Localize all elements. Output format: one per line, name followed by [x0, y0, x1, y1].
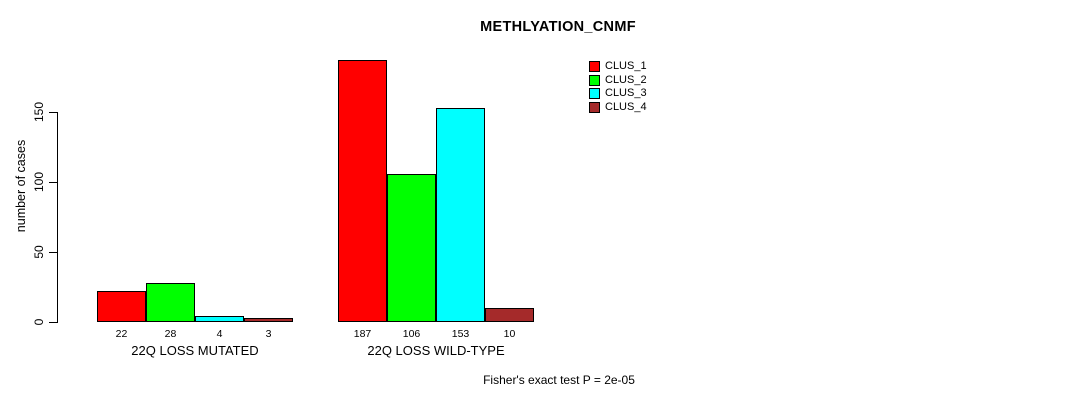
bar-value-label: 22	[115, 328, 128, 340]
bar-value-label: 28	[164, 328, 177, 340]
y-tick-label: 0	[32, 318, 46, 326]
bar-clus_3	[195, 316, 244, 322]
legend-swatch-clus_3	[589, 88, 600, 99]
y-tick-label: 150	[32, 101, 46, 123]
y-axis-title: number of cases	[14, 139, 28, 233]
bar-clus_1	[338, 60, 387, 322]
bar-value-label: 106	[402, 328, 421, 340]
legend-label: CLUS_1	[605, 60, 647, 72]
annotation-text: Fisher's exact test P = 2e-05	[483, 373, 635, 387]
legend-swatch-clus_2	[589, 74, 600, 86]
bar-value-label: 153	[451, 328, 470, 340]
bar-value-label: 3	[265, 328, 272, 340]
legend-label: CLUS_2	[605, 73, 647, 86]
bar-clus_2	[146, 283, 195, 322]
x-category-label: 22Q LOSS MUTATED	[131, 343, 259, 358]
y-axis-line	[57, 112, 58, 323]
bar-clus_1	[97, 291, 146, 322]
bar-value-label: 4	[216, 328, 223, 340]
bar-clus_2	[387, 174, 436, 322]
legend-swatch-clus_1	[589, 61, 600, 72]
bar-clus_4	[244, 318, 293, 322]
chart-title: METHLYATION_CNMF	[480, 19, 636, 35]
legend-swatch-clus_4	[589, 101, 600, 113]
y-tick-label: 50	[32, 245, 46, 259]
y-axis-tick	[49, 322, 57, 323]
bar-value-label: 10	[503, 328, 516, 340]
bar-clus_3	[436, 108, 485, 322]
y-axis-tick	[49, 252, 57, 253]
bar-value-label: 187	[353, 328, 372, 340]
y-axis-tick	[49, 112, 57, 113]
legend-label: CLUS_4	[605, 100, 647, 113]
x-category-label: 22Q LOSS WILD-TYPE	[367, 343, 505, 358]
y-axis-tick	[49, 182, 57, 183]
bar-clus_4	[485, 308, 534, 322]
y-tick-label: 100	[32, 171, 46, 193]
legend-label: CLUS_3	[605, 87, 647, 99]
